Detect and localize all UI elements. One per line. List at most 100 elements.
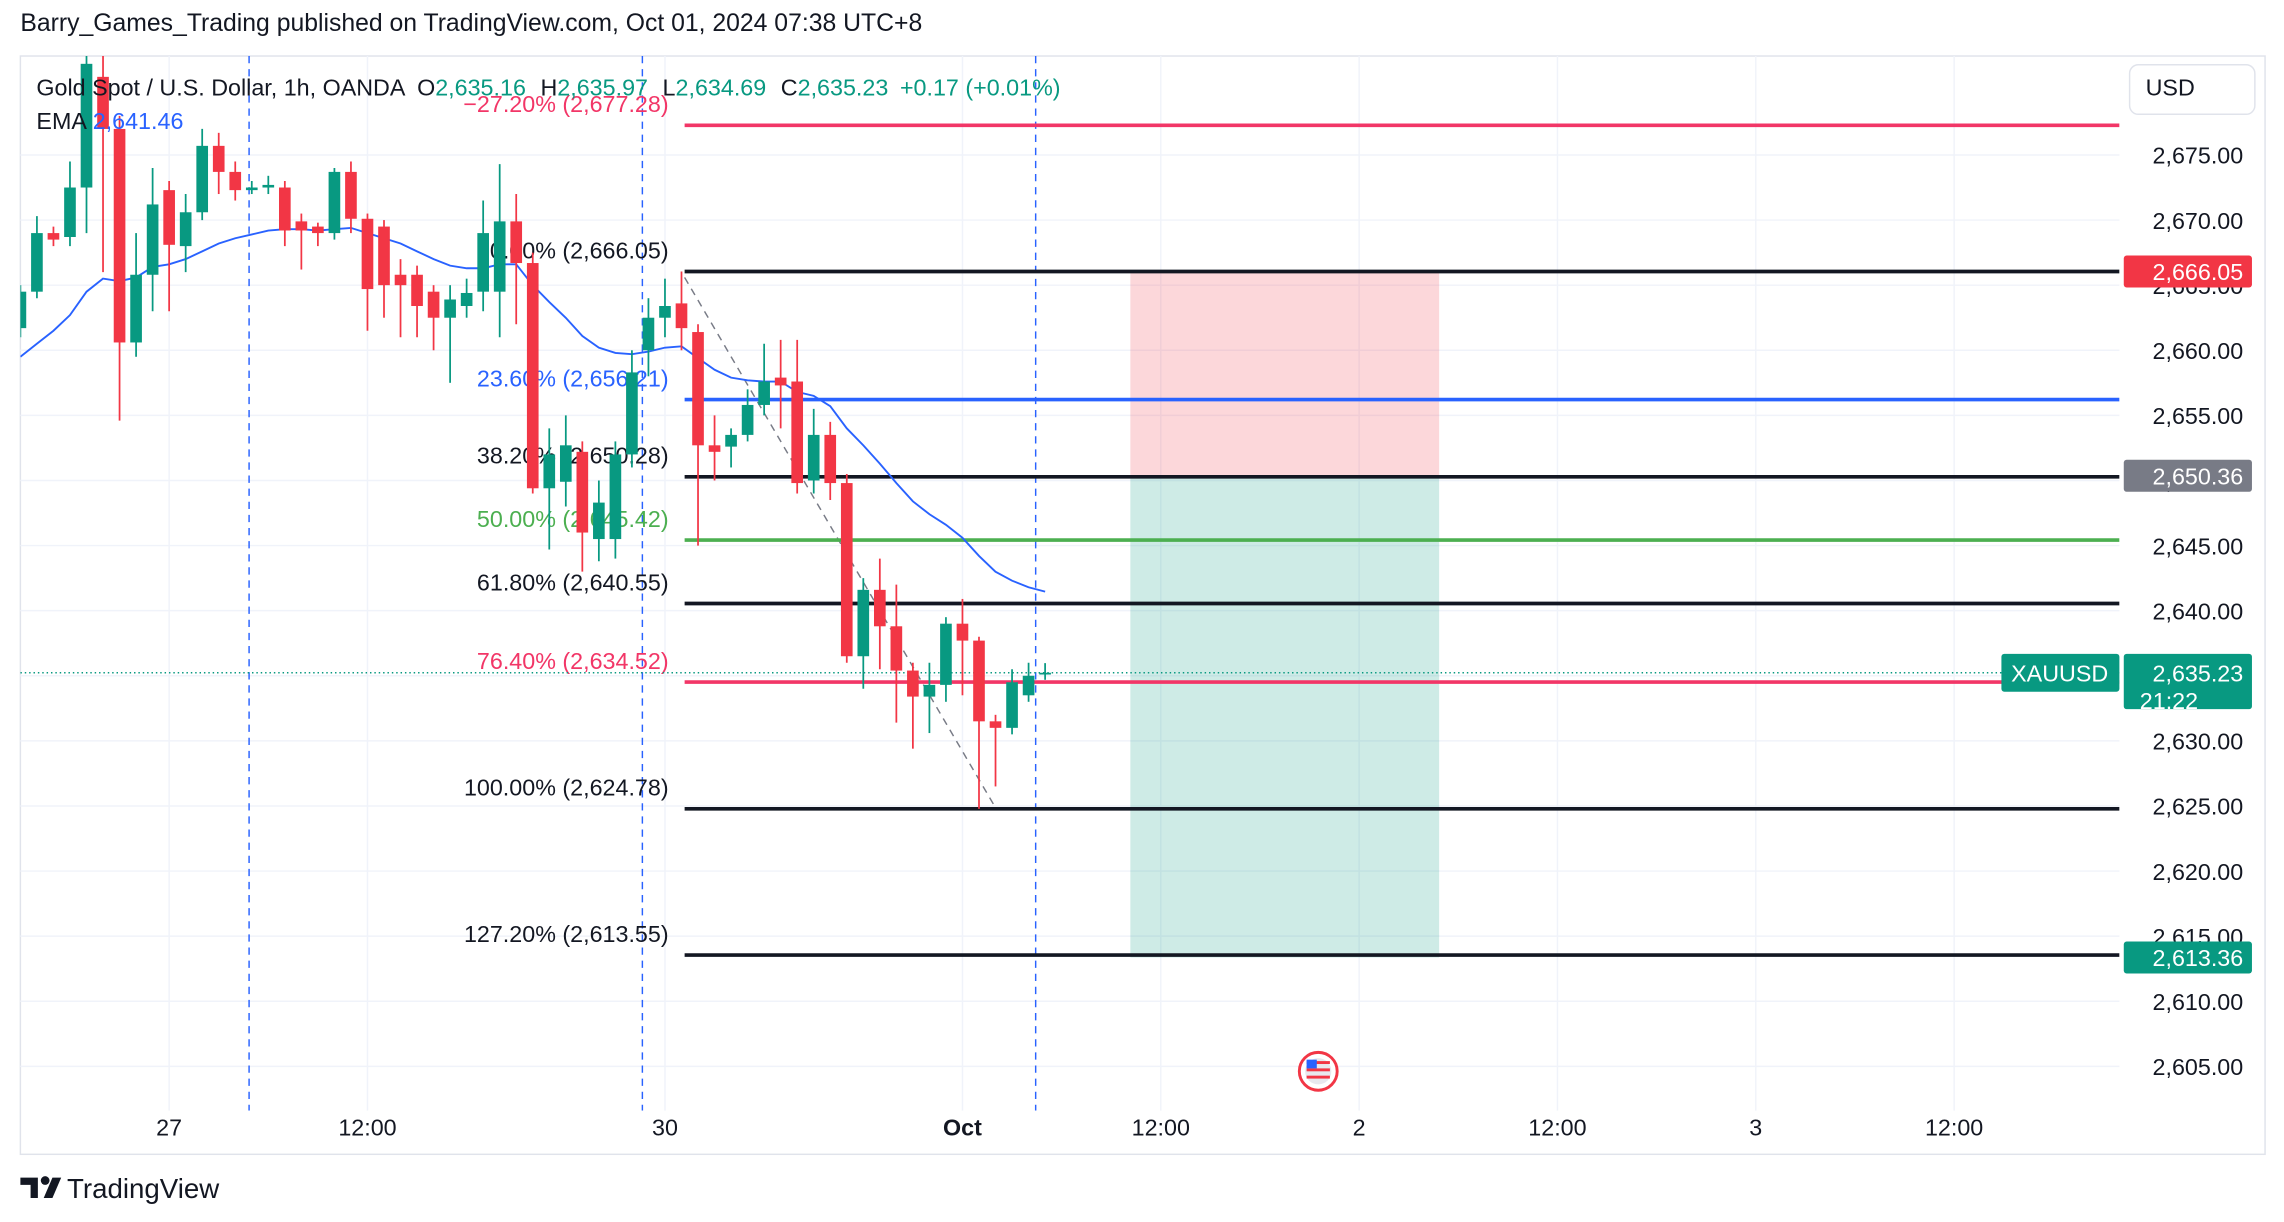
y-tick-label: 2,610.00 bbox=[2153, 989, 2244, 1015]
candle-body bbox=[874, 589, 886, 627]
y-tick-label: 2,655.00 bbox=[2153, 403, 2244, 429]
y-tick-label: 2,630.00 bbox=[2153, 729, 2244, 755]
last-price-badge bbox=[2123, 653, 2252, 710]
candle-body bbox=[824, 434, 837, 484]
x-tick-label: 12:00 bbox=[1132, 1114, 1190, 1140]
legend-change: +0.17 (+0.01%) bbox=[900, 74, 1061, 100]
brand-logo bbox=[20, 1176, 62, 1199]
candle-body bbox=[312, 226, 324, 234]
candle-body bbox=[31, 233, 43, 292]
fib-label: 38.20% (2,650.28) bbox=[477, 443, 669, 469]
plot-area: −27.20% (2,677.28)0.00% (2,666.05)23.60%… bbox=[20, 56, 2120, 1111]
fib-label: 23.60% (2,656.21) bbox=[477, 366, 669, 392]
candle-body bbox=[163, 190, 175, 245]
drawings bbox=[1130, 271, 1440, 958]
candle-body bbox=[20, 291, 27, 329]
legend-key: H bbox=[540, 74, 557, 100]
candle-body bbox=[526, 263, 539, 489]
candle-body bbox=[758, 381, 770, 405]
candle-body bbox=[593, 502, 605, 540]
y-tick-label: 2,620.00 bbox=[2153, 859, 2244, 885]
x-tick-label: 12:00 bbox=[1528, 1114, 1586, 1140]
candle-body bbox=[907, 670, 919, 697]
candle-body bbox=[80, 63, 93, 188]
fib-label: −27.20% (2,677.28) bbox=[463, 91, 668, 117]
y-tick-label: 2,640.00 bbox=[2153, 598, 2244, 624]
candle-body bbox=[989, 721, 1002, 728]
candle-body bbox=[130, 274, 142, 343]
candle-body bbox=[807, 434, 820, 481]
candle-body bbox=[510, 221, 523, 264]
candle-body bbox=[774, 377, 787, 386]
candle-body bbox=[262, 184, 275, 188]
ema-name: EMA bbox=[36, 108, 87, 134]
candle-body bbox=[1022, 675, 1035, 696]
legend-key: L bbox=[663, 74, 676, 100]
candle-body bbox=[361, 218, 374, 290]
y-tick-label: 2,645.00 bbox=[2153, 533, 2244, 559]
brand: TradingView bbox=[67, 1173, 220, 1204]
candle-body bbox=[378, 226, 390, 286]
legend-key: O bbox=[417, 74, 435, 100]
target-badge bbox=[2123, 941, 2252, 974]
legend: Gold Spot / U.S. Dollar, 1h, OANDA O2,635… bbox=[36, 74, 1060, 100]
currency[interactable]: USD bbox=[2146, 75, 2195, 101]
candle-body bbox=[212, 145, 225, 172]
candle-body bbox=[113, 128, 126, 343]
candle-body bbox=[840, 483, 853, 657]
candle-body bbox=[642, 317, 655, 351]
stop-zone bbox=[1130, 271, 1440, 476]
candle-body bbox=[229, 171, 242, 191]
legend-value: 2,635.23 bbox=[798, 74, 889, 100]
candle-body bbox=[1006, 682, 1018, 728]
countdown: 21:22 bbox=[2140, 688, 2198, 714]
series: −27.20% (2,677.28)0.00% (2,666.05)23.60%… bbox=[20, 56, 2120, 957]
x-tick-label: 30 bbox=[652, 1114, 678, 1140]
published-note: Barry_Games_Trading published on Trading… bbox=[20, 10, 922, 37]
candle-body bbox=[245, 187, 258, 191]
target-zone bbox=[1130, 475, 1440, 958]
candle-body bbox=[543, 454, 556, 489]
legend-value: 2,635.16 bbox=[435, 74, 526, 100]
candle-body bbox=[493, 221, 506, 292]
x-tick-label: 27 bbox=[156, 1114, 182, 1140]
legend-value: 2,634.69 bbox=[676, 74, 767, 100]
candle-body bbox=[477, 233, 489, 292]
stop-badge bbox=[2123, 255, 2252, 288]
target-label: 2,613.36 bbox=[2153, 945, 2244, 971]
candle-body bbox=[659, 306, 671, 318]
x-tick-label: 12:00 bbox=[1925, 1114, 1983, 1140]
frame bbox=[19, 55, 2266, 1156]
y-tick-label: 2,660.00 bbox=[2153, 338, 2244, 364]
candle-body bbox=[394, 274, 407, 286]
candle-body bbox=[559, 445, 572, 482]
x-tick-label: Oct bbox=[943, 1114, 982, 1140]
candle-body bbox=[609, 454, 622, 540]
fib-label: 61.80% (2,640.55) bbox=[477, 569, 669, 595]
candle-body bbox=[626, 372, 638, 455]
fib-label: 50.00% (2,645.42) bbox=[477, 506, 669, 532]
fib-label: 100.00% (2,624.78) bbox=[464, 775, 669, 801]
candle-body bbox=[1039, 672, 1051, 675]
candle-body bbox=[328, 171, 341, 234]
last-price-label: 2,635.23 bbox=[2153, 661, 2244, 687]
candle-body bbox=[576, 451, 589, 533]
candle-body bbox=[857, 589, 870, 657]
legend-symbol: Gold Spot / U.S. Dollar, 1h, OANDA bbox=[36, 74, 405, 100]
candle-body bbox=[97, 76, 109, 129]
fib-label: 127.20% (2,613.55) bbox=[464, 921, 669, 947]
currency-button[interactable] bbox=[2128, 64, 2256, 116]
candle-body bbox=[460, 292, 473, 307]
x-tick-label: 12:00 bbox=[338, 1114, 396, 1140]
candle-body bbox=[411, 274, 423, 307]
y-tick-label: 2,670.00 bbox=[2153, 208, 2244, 234]
candle-body bbox=[956, 623, 969, 641]
candle-body bbox=[692, 332, 704, 446]
symbol-badge bbox=[2001, 653, 2120, 692]
candle-body bbox=[940, 623, 952, 685]
symbol-label: XAUUSD bbox=[2011, 661, 2108, 687]
x-tick-label: 2 bbox=[1353, 1114, 1366, 1140]
fib-trend-line bbox=[683, 277, 997, 810]
